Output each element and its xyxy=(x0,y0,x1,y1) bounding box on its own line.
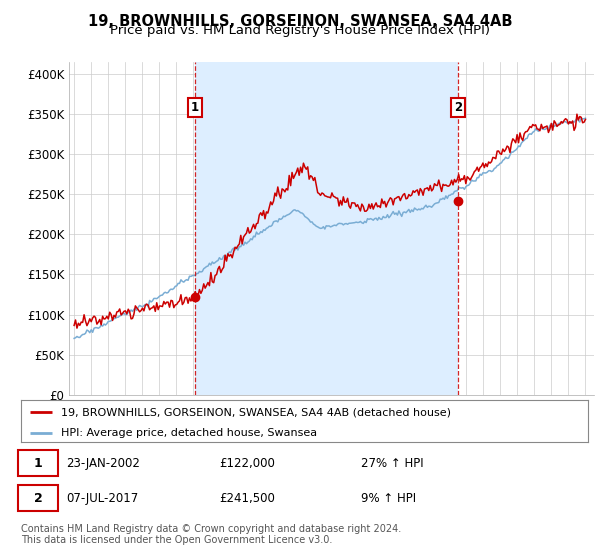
Bar xyxy=(194,62,458,395)
Text: 19, BROWNHILLS, GORSEINON, SWANSEA, SA4 4AB (detached house): 19, BROWNHILLS, GORSEINON, SWANSEA, SA4 … xyxy=(61,407,451,417)
Text: 9% ↑ HPI: 9% ↑ HPI xyxy=(361,492,416,505)
Text: 2: 2 xyxy=(454,101,462,114)
Text: HPI: Average price, detached house, Swansea: HPI: Average price, detached house, Swan… xyxy=(61,428,317,438)
Text: Price paid vs. HM Land Registry's House Price Index (HPI): Price paid vs. HM Land Registry's House … xyxy=(110,24,490,37)
Text: £241,500: £241,500 xyxy=(220,492,275,505)
FancyBboxPatch shape xyxy=(18,450,58,477)
Text: 19, BROWNHILLS, GORSEINON, SWANSEA, SA4 4AB: 19, BROWNHILLS, GORSEINON, SWANSEA, SA4 … xyxy=(88,14,512,29)
Text: 27% ↑ HPI: 27% ↑ HPI xyxy=(361,457,424,470)
Text: 1: 1 xyxy=(190,101,199,114)
Text: Contains HM Land Registry data © Crown copyright and database right 2024.
This d: Contains HM Land Registry data © Crown c… xyxy=(21,524,401,545)
Text: 2: 2 xyxy=(34,492,43,505)
FancyBboxPatch shape xyxy=(18,486,58,511)
Text: 07-JUL-2017: 07-JUL-2017 xyxy=(67,492,139,505)
Text: 1: 1 xyxy=(34,457,43,470)
Text: £122,000: £122,000 xyxy=(220,457,275,470)
Text: 23-JAN-2002: 23-JAN-2002 xyxy=(67,457,140,470)
